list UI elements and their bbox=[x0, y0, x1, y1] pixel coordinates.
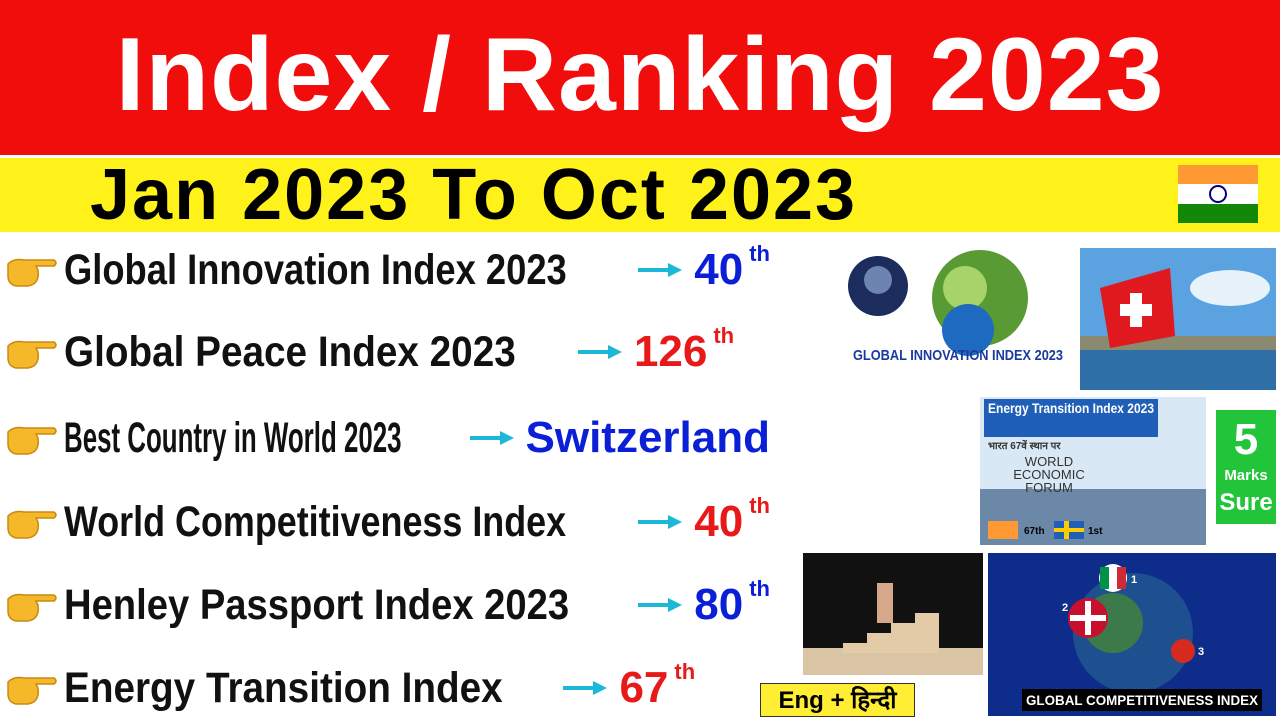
ordinal-suffix: th bbox=[749, 576, 770, 601]
rank: 3 bbox=[1198, 646, 1204, 658]
item-name: Best Country in World 2023 bbox=[64, 413, 402, 462]
innovation-image: GLOBAL INNOVATION INDEX 2023 bbox=[840, 248, 1076, 392]
item-name: World Competitiveness Index bbox=[64, 497, 567, 546]
subtitle: Jan 2023 To Oct 2023 bbox=[90, 155, 858, 235]
caption: GLOBAL INNOVATION INDEX 2023 bbox=[853, 347, 1063, 364]
pointing-hand bbox=[7, 426, 57, 455]
subtitle-band bbox=[0, 158, 1280, 232]
title: Index / Ranking 2023 bbox=[115, 17, 1165, 133]
rank: 1 bbox=[1131, 574, 1137, 586]
value-text: 40 bbox=[694, 497, 744, 546]
language-badge: Eng + हिन्दी bbox=[760, 683, 915, 717]
value-text: 40 bbox=[694, 245, 744, 294]
item-name: Energy Transition Index bbox=[64, 663, 503, 712]
pointing-hand bbox=[7, 340, 57, 369]
energy-title: Energy Transition Index 2023 bbox=[988, 400, 1154, 416]
stars-photo bbox=[803, 553, 983, 675]
value-text: 80 bbox=[694, 580, 744, 629]
pointing-hand bbox=[7, 510, 57, 539]
pointing-hand bbox=[7, 258, 57, 287]
value-text: Switzerland bbox=[525, 413, 771, 462]
energy-image: Energy Transition Index 2023 भारत 67वें … bbox=[980, 397, 1206, 545]
india-rank: 67th bbox=[1024, 526, 1045, 537]
ordinal-suffix: th bbox=[749, 241, 770, 266]
rank: 2 bbox=[1062, 602, 1068, 614]
arrow bbox=[638, 263, 683, 277]
badge-line1: Marks bbox=[1224, 467, 1267, 484]
arrow bbox=[638, 515, 683, 529]
arrow bbox=[638, 598, 683, 612]
arrow bbox=[469, 431, 514, 445]
item-name: Global Innovation Index 2023 bbox=[64, 245, 567, 294]
value-text: 67 bbox=[619, 663, 669, 712]
pointing-hand bbox=[7, 676, 57, 705]
forum-logo: WORLD ECONOMIC FORUM bbox=[1013, 455, 1085, 495]
ordinal-suffix: th bbox=[713, 323, 735, 348]
marks-badge: 5 Marks Sure bbox=[1216, 410, 1276, 524]
energy-hindi: भारत 67वें स्थान पर bbox=[988, 439, 1061, 452]
value-text: 126 bbox=[633, 327, 708, 376]
header-band bbox=[0, 0, 1280, 155]
arrow bbox=[577, 345, 622, 359]
item-row: Best Country in World 2023 Switzerland bbox=[0, 403, 770, 473]
badge-number: 5 bbox=[1234, 415, 1258, 464]
item-name: Henley Passport Index 2023 bbox=[64, 580, 570, 629]
sweden-rank: 1st bbox=[1088, 526, 1103, 537]
caption: GLOBAL COMPETITIVENESS INDEX bbox=[1026, 692, 1259, 708]
india-flag bbox=[1178, 165, 1258, 223]
item-value: Switzerland bbox=[526, 413, 771, 463]
ordinal-suffix: th bbox=[749, 493, 770, 518]
switzerland-photo bbox=[1080, 248, 1276, 390]
competitiveness-image: 1 2 3 GLOBAL COMPETITIVENESS INDEX bbox=[988, 553, 1276, 716]
arrow bbox=[563, 681, 608, 695]
pointing-hand bbox=[7, 593, 57, 622]
badge-line2: Sure bbox=[1219, 489, 1272, 516]
item-name: Global Peace Index 2023 bbox=[64, 327, 516, 376]
ordinal-suffix: th bbox=[674, 659, 696, 684]
